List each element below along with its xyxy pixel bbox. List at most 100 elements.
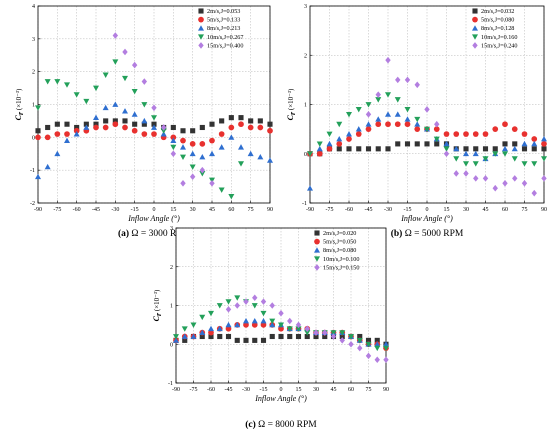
y-tick-label: 2 bbox=[32, 70, 35, 76]
data-point bbox=[112, 118, 118, 124]
series-3 bbox=[35, 101, 273, 180]
data-point bbox=[112, 59, 119, 65]
data-point bbox=[521, 180, 528, 187]
data-point bbox=[225, 325, 232, 332]
x-tick-label: 45 bbox=[331, 387, 337, 393]
data-point bbox=[141, 121, 147, 127]
data-point bbox=[385, 111, 391, 117]
data-point bbox=[404, 107, 411, 113]
data-point bbox=[482, 131, 489, 137]
data-point bbox=[394, 121, 401, 128]
data-point bbox=[132, 121, 138, 127]
data-point bbox=[463, 150, 469, 157]
data-point bbox=[243, 298, 249, 305]
data-point bbox=[473, 175, 479, 182]
x-tick-label: 30 bbox=[190, 207, 196, 213]
data-point bbox=[102, 104, 109, 111]
data-point bbox=[54, 121, 60, 127]
data-point bbox=[374, 341, 381, 347]
data-point bbox=[267, 127, 273, 134]
x-tick-label: 75 bbox=[248, 207, 254, 213]
data-point bbox=[181, 326, 188, 332]
data-point bbox=[414, 121, 421, 127]
data-point bbox=[512, 141, 518, 147]
data-point bbox=[64, 137, 70, 144]
data-point bbox=[443, 150, 450, 158]
series-2 bbox=[35, 121, 273, 147]
y-tick-label: 1 bbox=[170, 304, 173, 310]
data-point bbox=[357, 344, 363, 352]
data-point bbox=[295, 326, 302, 332]
data-point bbox=[336, 141, 343, 147]
data-point bbox=[316, 145, 323, 152]
series-4 bbox=[35, 59, 244, 200]
data-point bbox=[472, 131, 479, 137]
data-point bbox=[209, 150, 215, 157]
data-point bbox=[199, 314, 206, 321]
data-point bbox=[511, 145, 518, 152]
data-point bbox=[443, 140, 450, 147]
y-tick-label: -1 bbox=[168, 381, 173, 387]
data-point bbox=[541, 135, 547, 142]
data-point bbox=[336, 146, 342, 152]
data-point bbox=[326, 145, 333, 152]
data-point bbox=[531, 136, 538, 142]
data-point bbox=[330, 330, 337, 336]
x-tick-label: -75 bbox=[190, 387, 198, 393]
data-point bbox=[217, 333, 223, 340]
data-point bbox=[414, 81, 420, 89]
x-tick-label: 60 bbox=[502, 207, 508, 213]
data-point bbox=[531, 189, 537, 197]
data-point bbox=[93, 121, 99, 127]
data-point bbox=[356, 337, 363, 344]
data-point bbox=[180, 128, 186, 134]
data-point bbox=[45, 124, 51, 131]
data-point bbox=[234, 302, 240, 309]
data-point bbox=[190, 333, 197, 339]
data-point bbox=[365, 126, 372, 132]
x-tick-label: 75 bbox=[522, 207, 528, 213]
data-point bbox=[278, 333, 284, 340]
x-tick-label: 0 bbox=[426, 207, 429, 213]
data-point bbox=[190, 322, 197, 328]
legend-label: 10m/s,J=0.267 bbox=[207, 34, 244, 41]
y-tick-label: -2 bbox=[30, 201, 35, 207]
data-point bbox=[170, 124, 176, 131]
data-point bbox=[336, 121, 343, 128]
data-point bbox=[228, 115, 234, 121]
data-point bbox=[365, 102, 372, 108]
data-point bbox=[243, 322, 249, 328]
legend-marker bbox=[198, 25, 204, 31]
data-point bbox=[93, 114, 99, 121]
legend-label: 15m/s,J=0.240 bbox=[481, 42, 518, 49]
legend-label: 5m/s,J=0.080 bbox=[481, 17, 514, 24]
y-tick-label: 0 bbox=[170, 342, 173, 348]
data-point bbox=[307, 185, 313, 191]
data-point bbox=[326, 131, 333, 138]
data-point bbox=[102, 124, 109, 131]
data-point bbox=[365, 352, 372, 360]
data-point bbox=[247, 124, 254, 131]
data-point bbox=[463, 161, 469, 167]
data-point bbox=[180, 144, 186, 150]
data-point bbox=[295, 321, 302, 329]
legend-marker bbox=[198, 16, 204, 23]
y-tick-label: 1 bbox=[304, 103, 307, 109]
data-point bbox=[102, 72, 109, 78]
y-tick-label: 0 bbox=[32, 135, 35, 141]
x-tick-label: 15 bbox=[444, 207, 450, 213]
y-tick-label: 2 bbox=[170, 265, 173, 271]
data-point bbox=[541, 141, 547, 147]
data-point bbox=[348, 334, 354, 340]
data-point bbox=[54, 131, 61, 137]
data-point bbox=[93, 85, 99, 92]
data-point bbox=[112, 121, 119, 128]
data-point bbox=[83, 124, 90, 130]
data-point bbox=[151, 121, 157, 127]
legend-label: 10m/s,J=0.100 bbox=[323, 256, 360, 263]
data-point bbox=[208, 325, 214, 332]
data-point bbox=[35, 173, 41, 180]
data-point bbox=[424, 126, 430, 133]
